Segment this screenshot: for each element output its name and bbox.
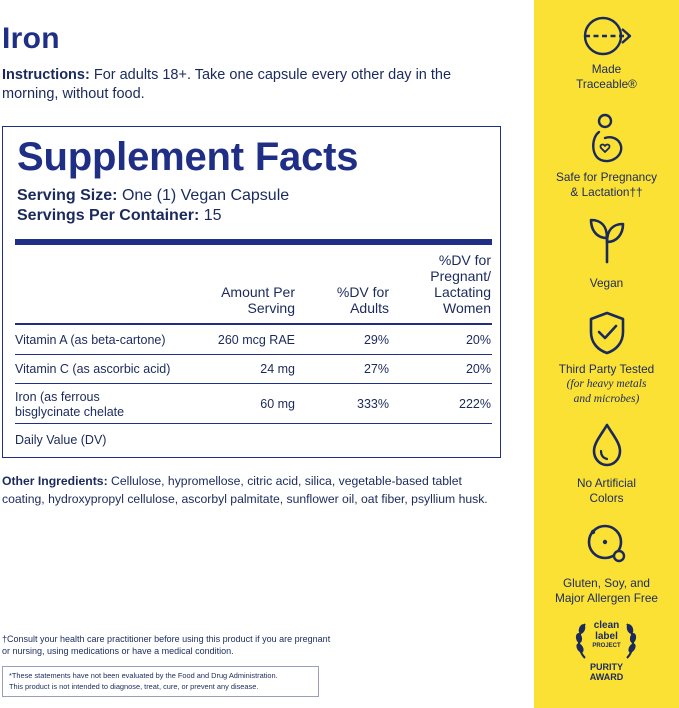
badge-pregnancy: Safe for Pregnancy & Lactation†† — [534, 112, 679, 200]
col-header-amount: Amount Per Serving — [189, 284, 295, 316]
row-vitamin-c-amount: 24 mg — [260, 362, 295, 376]
row-iron-dv-preg: 222% — [459, 397, 491, 411]
col-header-dv-preg-line3: Lactating — [434, 284, 491, 300]
daily-value-footnote: Daily Value (DV) — [15, 433, 107, 447]
row-iron-name-line2: bisglycinate chelate — [15, 405, 125, 419]
fda-disclaimer: *These statements have not been evaluate… — [2, 666, 319, 697]
badge-tested-label: Third Party Tested — [558, 362, 655, 376]
col-header-dv-adults-line1: %DV for — [336, 284, 389, 300]
other-ingredients-label: Other Ingredients: — [2, 474, 108, 488]
consult-disclaimer: †Consult your health care practitioner b… — [2, 634, 331, 656]
badge-no-artificial-colors: No Artificial Colors — [534, 422, 679, 506]
serving-size-value: One (1) Vegan Capsule — [121, 187, 290, 204]
col-header-dv-pregnant: %DV for Pregnant/ Lactating Women — [403, 252, 491, 316]
instructions-text: For adults 18+. Take one capsule every o… — [2, 67, 452, 102]
row-iron-amount: 60 mg — [260, 397, 295, 411]
badge-pregnancy-line2: & Lactation†† — [570, 185, 643, 199]
traceable-arrow-icon — [583, 16, 631, 56]
clean-label-award: clean label PROJECT PURITY AWARD — [534, 618, 679, 682]
pregnancy-icon — [591, 113, 622, 163]
badge-allergen-free: Gluten, Soy, and Major Allergen Free — [534, 520, 679, 606]
serving-size: Serving Size: One (1) Vegan Capsule — [17, 187, 289, 205]
shield-check-icon — [589, 311, 624, 355]
row-vitamin-c-dv-adults: 27% — [363, 362, 389, 376]
badge-traceable-line2: Traceable® — [576, 77, 637, 91]
badge-pregnancy-line1: Safe for Pregnancy — [556, 170, 657, 184]
badge-third-party-tested: Third Party Tested (for heavy metals and… — [534, 310, 679, 407]
row-vitamin-a-name: Vitamin A (as beta-cartone) — [15, 333, 166, 347]
servings-per-container: Servings Per Container: 15 — [17, 207, 222, 225]
badge-vegan-label: Vegan — [589, 276, 624, 290]
supplement-facts-panel: Supplement Facts Serving Size: One (1) V… — [2, 126, 501, 458]
row-divider — [15, 383, 492, 384]
vegan-sprout-icon — [589, 218, 624, 264]
col-header-dv-adults-line2: Adults — [350, 300, 389, 316]
row-iron-name-line1: Iron (as ferrous — [15, 390, 100, 404]
badge-colors-line2: Colors — [589, 491, 624, 505]
award-project: PROJECT — [592, 643, 621, 649]
thick-divider — [15, 239, 492, 245]
col-header-amount-line2: Serving — [247, 300, 295, 316]
fda-line-1: *These statements have not been evaluate… — [9, 671, 278, 680]
badge-allergen-line2: Major Allergen Free — [555, 591, 658, 605]
allergen-circle-icon — [587, 524, 625, 563]
badge-colors-line1: No Artificial — [576, 476, 636, 490]
col-header-dv-preg-line4: Women — [443, 300, 491, 316]
fda-line-2: This product is not intended to diagnose… — [9, 682, 259, 691]
row-divider — [15, 354, 492, 355]
badge-allergen-line1: Gluten, Soy, and — [562, 576, 650, 590]
col-header-dv-preg-line2: Pregnant/ — [430, 268, 491, 284]
badge-tested-sub-line1: (for heavy metals — [566, 378, 647, 390]
other-ingredients-text: Cellulose, hypromellose, citric acid, si… — [2, 474, 488, 506]
laurel-icon — [575, 623, 637, 659]
header-divider — [15, 323, 492, 325]
badge-vegan: Vegan — [534, 214, 679, 291]
row-iron-dv-adults: 333% — [357, 397, 389, 411]
col-header-dv-adults: %DV for Adults — [313, 284, 389, 316]
row-divider — [15, 423, 492, 424]
col-header-amount-line1: Amount Per — [221, 284, 295, 300]
award-label: label — [595, 631, 618, 642]
award-purity: PURITY — [589, 662, 623, 672]
serving-size-label: Serving Size: — [17, 187, 118, 204]
benefits-sidebar: Made Traceable® Safe for Pregnancy & Lac… — [534, 0, 679, 708]
instructions: Instructions: For adults 18+. Take one c… — [2, 66, 502, 104]
award-award: AWARD — [589, 672, 624, 682]
drop-icon — [592, 423, 621, 467]
product-title: Iron — [2, 22, 60, 55]
servings-label: Servings Per Container: — [17, 207, 200, 224]
row-vitamin-a-dv-preg: 20% — [465, 333, 491, 347]
row-vitamin-a-dv-adults: 29% — [363, 333, 389, 347]
badge-traceable-line1: Made — [591, 62, 622, 76]
col-header-dv-preg-line1: %DV for — [438, 252, 491, 268]
other-ingredients: Other Ingredients: Cellulose, hypromello… — [2, 472, 507, 508]
badge-traceable: Made Traceable® — [534, 14, 679, 92]
award-clean: clean — [593, 620, 620, 631]
instructions-label: Instructions: — [2, 67, 90, 83]
row-iron-name: Iron (as ferrous bisglycinate chelate — [15, 390, 124, 420]
servings-value: 15 — [203, 207, 222, 224]
supplement-facts-heading: Supplement Facts — [17, 135, 359, 179]
row-vitamin-a-amount: 260 mcg RAE — [217, 333, 295, 347]
row-vitamin-c-dv-preg: 20% — [465, 362, 491, 376]
badge-tested-sub-line2: and microbes) — [573, 393, 640, 405]
row-vitamin-c-name: Vitamin C (as ascorbic acid) — [15, 362, 171, 376]
